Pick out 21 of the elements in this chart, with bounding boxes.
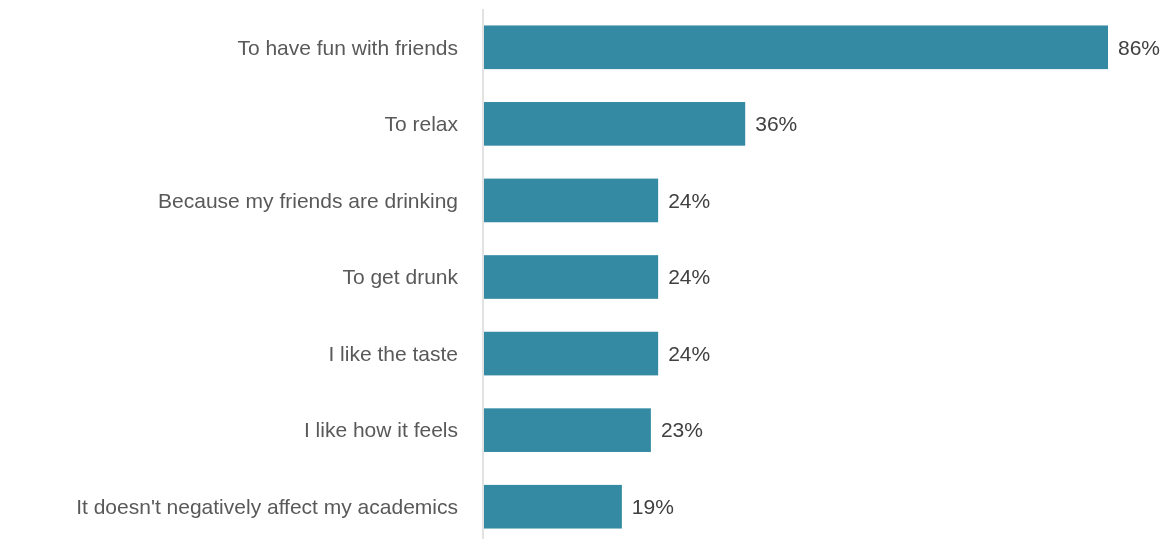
- bar: [484, 484, 622, 529]
- bar: [484, 102, 746, 146]
- data-label: 24%: [668, 265, 711, 289]
- y-tick-label: I like how it feels: [303, 418, 458, 442]
- bar: [484, 255, 659, 299]
- y-tick-label: Because my friends are drinking: [158, 188, 458, 212]
- y-tick-label: To relax: [384, 112, 459, 136]
- data-label: 24%: [668, 188, 711, 212]
- bar: [484, 408, 651, 452]
- y-tick-label: I like the taste: [328, 341, 458, 365]
- y-tick-label: To have fun with friends: [237, 35, 458, 59]
- data-label: 24%: [668, 341, 711, 365]
- bar: [484, 178, 659, 223]
- y-tick-label: To get drunk: [342, 265, 459, 289]
- y-tick-label: It doesn't negatively affect my academics: [76, 495, 458, 519]
- data-label: 86%: [1118, 35, 1161, 59]
- bar: [484, 331, 659, 376]
- data-label: 19%: [631, 495, 674, 519]
- bar: [484, 25, 1108, 70]
- data-label: 36%: [755, 112, 798, 136]
- data-label: 23%: [660, 418, 703, 442]
